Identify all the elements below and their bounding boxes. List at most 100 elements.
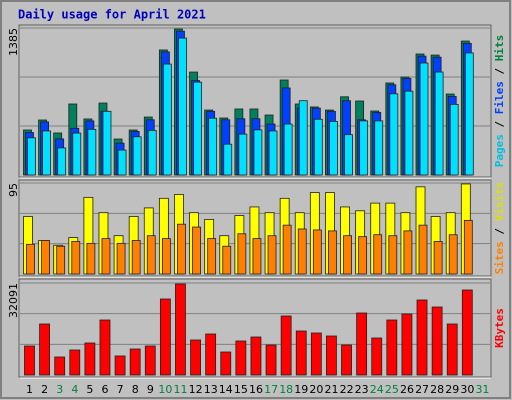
bar: [280, 315, 292, 376]
bar: [131, 240, 141, 275]
bar: [56, 245, 66, 275]
bar: [297, 228, 307, 275]
x-tick-label: 12: [189, 383, 203, 396]
bar: [159, 298, 171, 376]
bar: [252, 238, 262, 275]
legend: Sites / Visits: [493, 182, 506, 275]
bar: [161, 238, 171, 275]
bar: [220, 351, 232, 376]
bar: [265, 344, 277, 376]
legend: KBytes: [493, 308, 506, 348]
bar: [313, 118, 323, 176]
bar: [326, 335, 337, 376]
x-tick-label: 16: [249, 383, 263, 396]
bar: [373, 234, 383, 275]
bar: [238, 133, 248, 176]
legend-separator: /: [493, 61, 506, 81]
bar: [461, 289, 473, 376]
x-tick-label: 23: [355, 383, 369, 396]
x-tick-label: 27: [415, 383, 429, 396]
bar: [250, 336, 262, 376]
bar: [431, 306, 443, 376]
bar: [129, 348, 141, 376]
x-tick-label: 26: [400, 383, 414, 396]
bar: [223, 143, 233, 176]
x-tick-label: 15: [234, 383, 248, 396]
bar: [341, 344, 352, 376]
bar: [41, 240, 50, 275]
bar: [403, 230, 413, 275]
bar: [446, 323, 458, 376]
x-tick-label: 9: [147, 383, 154, 396]
bar: [69, 349, 81, 376]
x-tick-label: 22: [340, 383, 354, 396]
bar: [207, 238, 217, 275]
x-tick-label: 13: [204, 383, 218, 396]
x-tick-label: 14: [219, 383, 233, 396]
bar: [147, 130, 157, 176]
bar: [114, 355, 126, 376]
bar: [54, 356, 66, 376]
x-tick-label: 6: [102, 383, 109, 396]
bar: [24, 345, 35, 376]
x-tick-label: 29: [445, 383, 459, 396]
bar: [343, 235, 352, 275]
bar: [419, 62, 429, 176]
bar: [282, 224, 292, 275]
y-tick-label: 1385: [7, 28, 20, 56]
x-tick-label: 30: [460, 383, 474, 396]
bar: [434, 71, 444, 176]
bar: [418, 224, 428, 275]
bar: [71, 241, 81, 275]
bar: [177, 223, 186, 275]
bar: [359, 120, 369, 176]
bar: [87, 128, 97, 176]
bar: [116, 242, 126, 275]
bar: [464, 52, 474, 176]
x-tick-label: 7: [117, 383, 124, 396]
legend-separator: /: [493, 221, 506, 241]
x-tick-label: 18: [279, 383, 293, 396]
x-tick-label: 19: [294, 383, 308, 396]
bar: [132, 136, 142, 176]
x-tick-label: 21: [324, 383, 338, 396]
x-tick-label: 25: [385, 383, 399, 396]
bar: [389, 93, 399, 176]
bar: [344, 134, 353, 176]
bar: [57, 147, 67, 176]
bar: [237, 233, 247, 275]
bar: [433, 241, 443, 275]
bar: [374, 120, 384, 176]
bar: [101, 238, 111, 275]
bar: [283, 123, 293, 176]
bar: [84, 342, 96, 376]
bar: [190, 339, 201, 376]
bar: [208, 117, 218, 176]
x-tick-label: 11: [174, 383, 188, 396]
x-tick-label: 31: [475, 383, 489, 396]
legend-entry: KBytes: [493, 308, 506, 348]
legend-entry: Files: [493, 81, 506, 114]
x-tick-label: 1: [26, 383, 33, 396]
bar: [99, 319, 111, 376]
x-tick-label: 3: [56, 383, 63, 396]
bar: [268, 130, 278, 176]
bar: [371, 337, 383, 376]
bar: [312, 229, 322, 275]
bar: [102, 110, 112, 176]
bar: [26, 243, 35, 275]
legend-entry: Sites: [493, 241, 506, 274]
x-tick-label: 17: [264, 383, 278, 396]
bar: [192, 226, 201, 275]
bar: [295, 330, 307, 376]
bar: [449, 104, 459, 176]
legend-entry: Hits: [493, 35, 506, 62]
legend: Pages / Files / Hits: [493, 35, 506, 168]
bar: [144, 345, 156, 376]
legend-separator: /: [493, 114, 506, 134]
bar: [298, 100, 308, 176]
y-tick-label: 32091: [7, 283, 20, 318]
bar: [193, 81, 202, 176]
